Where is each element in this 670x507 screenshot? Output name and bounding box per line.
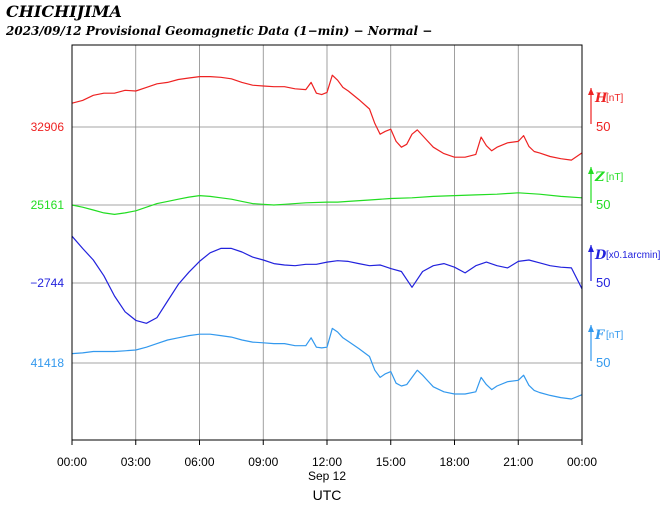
- scale-label-F: 50: [596, 355, 610, 370]
- scale-arrowhead-H: [588, 88, 594, 95]
- grid-lines: [71, 45, 583, 445]
- channel-name-F: F: [594, 328, 605, 343]
- channel-unit-Z: [nT]: [606, 172, 623, 183]
- channel-unit-H: [nT]: [606, 93, 623, 104]
- x-tick-label: 00:00: [567, 455, 597, 469]
- chart-title: CHICHIJIMA: [6, 2, 122, 21]
- baseline-label-F: 41418: [31, 356, 65, 370]
- channel-unit-F: [nT]: [606, 330, 623, 341]
- series-line-H: [71, 74, 583, 161]
- x-tick-label: 18:00: [439, 455, 469, 469]
- x-tick-label: 03:00: [121, 455, 151, 469]
- scale-arrowhead-F: [588, 325, 594, 332]
- plot-frame: [71, 44, 583, 441]
- date-label: Sep 12: [308, 469, 346, 483]
- x-tick-label: 09:00: [248, 455, 278, 469]
- scale-arrowhead-D: [588, 245, 594, 252]
- baseline-label-Z: 25161: [31, 198, 65, 212]
- series-line-Z: [71, 192, 583, 215]
- series-lines: [71, 74, 583, 400]
- baseline-label-H: 32906: [31, 120, 65, 134]
- x-tick-label: 12:00: [312, 455, 342, 469]
- channel-name-D: D: [594, 248, 607, 263]
- x-tick-label: 00:00: [57, 455, 87, 469]
- scale-arrowhead-Z: [588, 167, 594, 174]
- channel-name-Z: Z: [594, 170, 605, 185]
- x-tick-label: 15:00: [376, 455, 406, 469]
- baseline-label-D: −2744: [30, 276, 64, 290]
- scale-arrows: [588, 88, 594, 361]
- scale-label-H: 50: [596, 119, 610, 134]
- scale-label-D: 50: [596, 275, 610, 290]
- x-axis-label: UTC: [313, 487, 342, 503]
- scale-label-Z: 50: [596, 197, 610, 212]
- x-tick-label: 21:00: [503, 455, 533, 469]
- channel-unit-D: [x0.1arcmin]: [606, 250, 661, 261]
- axis-labels: 00:00 03:00 06:00 09:00 12:00 15:00 18:00 21:00…: [30, 91, 660, 469]
- x-tick-label: 06:00: [184, 455, 214, 469]
- series-line-F: [71, 327, 583, 400]
- chart-subtitle: 2023/09/12 Provisional Geomagnetic Data …: [5, 24, 432, 38]
- channel-name-H: H: [594, 91, 608, 106]
- series-line-D: [71, 235, 583, 324]
